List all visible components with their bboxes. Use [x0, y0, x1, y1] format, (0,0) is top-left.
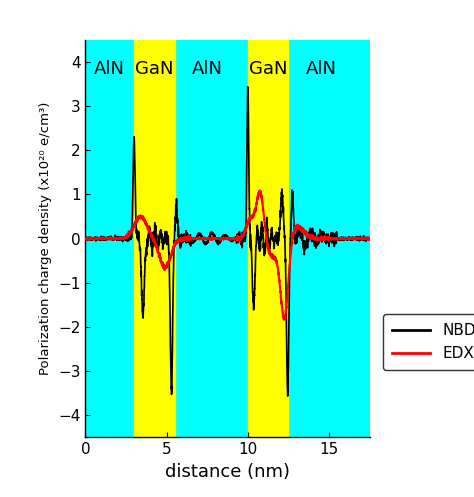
Bar: [248, 40, 289, 437]
Text: AlN: AlN: [191, 60, 223, 78]
Text: AlN: AlN: [305, 60, 337, 78]
Text: GaN: GaN: [135, 60, 173, 78]
X-axis label: distance (nm): distance (nm): [165, 463, 290, 481]
Text: GaN: GaN: [249, 60, 287, 78]
Y-axis label: Polarization charge density (x10²⁰ e/cm³): Polarization charge density (x10²⁰ e/cm³…: [39, 102, 53, 375]
Text: AlN: AlN: [94, 60, 125, 78]
Legend: NBD, EDX: NBD, EDX: [383, 314, 474, 370]
Bar: [134, 40, 175, 437]
